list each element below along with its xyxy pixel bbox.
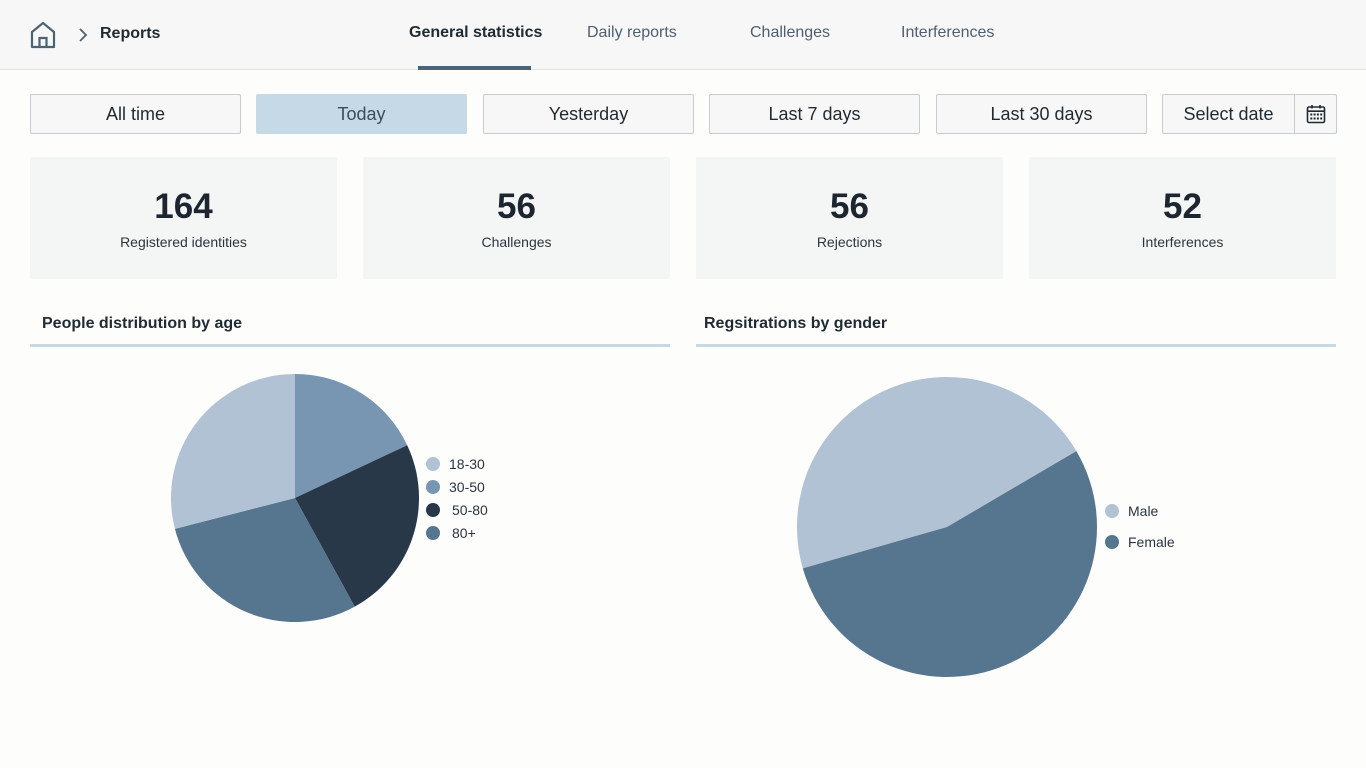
legend-label: 50-80 bbox=[452, 502, 488, 518]
legend-swatch bbox=[1105, 535, 1119, 549]
legend-label: 30-50 bbox=[449, 479, 485, 495]
pie-slice-female bbox=[802, 451, 1097, 677]
home-icon[interactable] bbox=[29, 20, 57, 50]
age-chart-title: People distribution by age bbox=[42, 315, 243, 332]
legend-item-80-plus: 80+ bbox=[426, 525, 476, 541]
tab-challenges[interactable]: Challenges bbox=[750, 24, 831, 41]
legend-item-male: Male bbox=[1105, 503, 1158, 519]
stat-card-rejections: 56 Rejections bbox=[696, 157, 1003, 279]
filter-all-time-button[interactable]: All time bbox=[30, 94, 241, 134]
stat-label: Registered identities bbox=[120, 234, 247, 250]
legend-item-18-30: 18-30 bbox=[426, 456, 485, 472]
section-divider bbox=[30, 344, 670, 347]
age-pie-chart bbox=[171, 374, 419, 622]
legend-label: 80+ bbox=[452, 525, 476, 541]
calendar-icon[interactable] bbox=[1306, 104, 1326, 124]
filter-last-7-days-button[interactable]: Last 7 days bbox=[709, 94, 920, 134]
stat-value: 164 bbox=[154, 187, 213, 226]
legend-swatch bbox=[426, 526, 440, 540]
legend-swatch bbox=[1105, 504, 1119, 518]
legend-swatch bbox=[426, 457, 440, 471]
stat-value: 52 bbox=[1163, 187, 1202, 226]
stat-card-challenges: 56 Challenges bbox=[363, 157, 670, 279]
pie-slice-50-80 bbox=[295, 445, 419, 607]
tab-general-statistics[interactable]: General statistics bbox=[409, 24, 543, 41]
breadcrumb-reports[interactable]: Reports bbox=[100, 25, 161, 42]
stat-value: 56 bbox=[497, 187, 536, 226]
pie-slice-80-plus bbox=[174, 498, 355, 622]
stat-card-registered-identities: 164 Registered identities bbox=[30, 157, 337, 279]
chevron-right-icon bbox=[79, 28, 88, 42]
select-date-label: Select date bbox=[1183, 103, 1274, 124]
stat-label: Rejections bbox=[816, 234, 883, 250]
legend-label: Male bbox=[1128, 503, 1159, 519]
tab-daily-reports[interactable]: Daily reports bbox=[587, 24, 677, 41]
tab-interferences[interactable]: Interferences bbox=[901, 24, 995, 41]
gender-pie-chart bbox=[797, 376, 1097, 677]
pie-slice-30-50 bbox=[295, 374, 408, 498]
legend-swatch bbox=[426, 503, 440, 517]
stat-label: Interferences bbox=[1141, 234, 1224, 250]
legend-item-30-50: 30-50 bbox=[426, 479, 485, 495]
pie-slice-male bbox=[797, 376, 1077, 569]
stat-value: 56 bbox=[830, 187, 869, 226]
legend-label: Female bbox=[1128, 534, 1175, 550]
section-divider bbox=[696, 344, 1336, 347]
stat-card-interferences: 52 Interferences bbox=[1029, 157, 1336, 279]
divider bbox=[1294, 95, 1295, 133]
stat-label: Challenges bbox=[481, 234, 552, 250]
select-date-button[interactable]: Select date bbox=[1162, 94, 1337, 134]
filter-yesterday-button[interactable]: Yesterday bbox=[483, 94, 694, 134]
active-tab-indicator bbox=[418, 66, 531, 70]
filter-last-30-days-button[interactable]: Last 30 days bbox=[936, 94, 1147, 134]
legend-item-female: Female bbox=[1105, 534, 1175, 550]
filter-today-button[interactable]: Today bbox=[256, 94, 467, 134]
legend-swatch bbox=[426, 480, 440, 494]
pie-slice-18-30 bbox=[171, 374, 295, 529]
legend-label: 18-30 bbox=[449, 456, 485, 472]
legend-item-50-80: 50-80 bbox=[426, 502, 488, 518]
gender-chart-title: Regsitrations by gender bbox=[704, 315, 888, 332]
top-bar: Reports General statistics Daily reports… bbox=[0, 0, 1366, 70]
